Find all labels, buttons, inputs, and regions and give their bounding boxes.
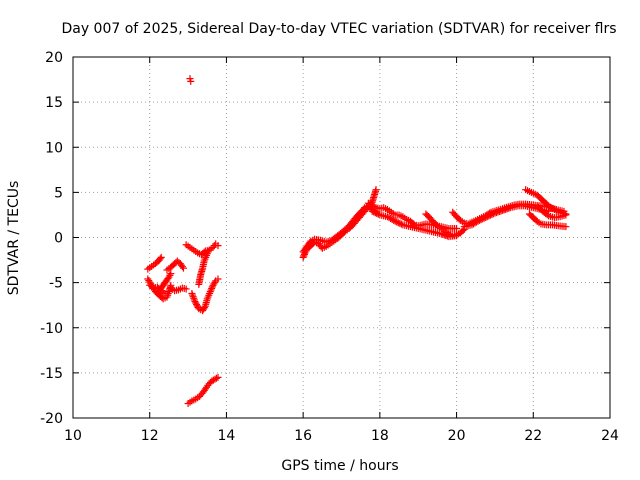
data-point <box>479 215 487 223</box>
series-arc-16-18a <box>299 186 380 261</box>
data-point <box>370 208 378 216</box>
data-point <box>208 284 216 292</box>
y-tick-label: 15 <box>45 95 63 111</box>
data-point <box>373 209 381 217</box>
data-point <box>167 270 175 278</box>
series-arc-19-20c <box>422 210 468 240</box>
data-point <box>212 374 220 382</box>
data-point <box>483 213 491 221</box>
data-point <box>189 293 197 301</box>
data-point <box>188 289 196 297</box>
series-cluster-12h-d <box>146 281 169 297</box>
data-point <box>178 263 186 271</box>
data-point <box>161 289 169 297</box>
data-point <box>156 255 164 263</box>
data-point <box>179 264 187 272</box>
series-isolated-high <box>186 75 195 85</box>
chart-title: Day 007 of 2025, Sidereal Day-to-day VTE… <box>61 21 616 37</box>
x-tick-label: 12 <box>141 428 159 444</box>
series-cluster-12h-a <box>144 253 165 273</box>
series-cluster-13h-v <box>188 275 222 315</box>
y-axis-label: SDTVAR / TECUs <box>6 181 22 296</box>
series-cluster-12h-e <box>163 257 187 274</box>
data-point <box>488 211 496 219</box>
data-point <box>182 285 190 293</box>
data-point <box>214 242 222 250</box>
data-point <box>157 253 165 261</box>
data-point <box>482 213 490 221</box>
data-point <box>543 211 551 219</box>
data-point <box>486 211 494 219</box>
data-point <box>480 214 488 222</box>
data-point <box>476 216 484 224</box>
y-tick-label: -5 <box>49 276 63 292</box>
series-arc-18-20b <box>368 207 461 241</box>
x-tick-label: 16 <box>294 428 312 444</box>
data-point <box>459 227 467 235</box>
axis-ticks: 10 12 14 16 18 20 22 24 -20 -15 -10 -5 0 5 10 15 20 <box>40 50 619 444</box>
data-point <box>211 375 219 383</box>
data-point <box>189 291 197 299</box>
series-arc-22-23b <box>525 210 570 231</box>
y-tick-label: -15 <box>40 366 63 382</box>
y-tick-label: 0 <box>54 231 63 247</box>
data-point <box>211 278 219 286</box>
data-point <box>396 219 404 227</box>
data-point <box>206 288 214 296</box>
x-tick-label: 18 <box>371 428 389 444</box>
data-point <box>390 216 398 224</box>
x-tick-label: 14 <box>218 428 236 444</box>
y-tick-label: 10 <box>45 140 63 156</box>
data-point <box>372 186 380 194</box>
data-point <box>485 212 493 220</box>
data-point <box>562 211 570 219</box>
data-point <box>200 304 208 312</box>
series-cluster-12h-f <box>167 284 190 295</box>
y-tick-label: -20 <box>40 411 63 427</box>
data-point <box>187 77 195 85</box>
series-arc-22-23c <box>533 202 570 222</box>
data-point <box>371 209 379 217</box>
x-tick-label: 10 <box>64 428 82 444</box>
series-cluster-13h-low <box>184 373 222 408</box>
data-point <box>477 216 485 224</box>
data-point <box>190 294 198 302</box>
data-point <box>489 210 497 218</box>
data-point <box>214 275 222 283</box>
series-arc-22-23a <box>522 186 570 218</box>
y-tick-label: -10 <box>40 321 63 337</box>
data-point <box>393 218 401 226</box>
data-point <box>190 296 198 304</box>
y-tick-label: 5 <box>54 185 63 201</box>
data-points <box>144 75 570 408</box>
data-point <box>562 223 570 231</box>
series-cluster-13h-top <box>182 240 222 259</box>
data-point <box>391 217 399 225</box>
data-point <box>368 207 376 215</box>
series-cluster-13h-mid <box>195 248 212 288</box>
data-point <box>474 217 482 225</box>
data-point <box>208 283 216 291</box>
data-point <box>453 224 461 232</box>
x-tick-label: 22 <box>524 428 542 444</box>
data-point <box>204 248 212 256</box>
series-arc-16-18b <box>299 202 380 256</box>
series-arc-20-22b <box>460 202 553 231</box>
data-point <box>397 220 405 228</box>
x-tick-label: 24 <box>601 428 619 444</box>
data-point <box>214 373 222 381</box>
data-point <box>207 286 215 294</box>
data-point <box>374 210 382 218</box>
data-point <box>394 219 402 227</box>
x-tick-label: 20 <box>448 428 466 444</box>
x-axis-label: GPS time / hours <box>281 458 398 474</box>
y-tick-label: 20 <box>45 50 63 66</box>
